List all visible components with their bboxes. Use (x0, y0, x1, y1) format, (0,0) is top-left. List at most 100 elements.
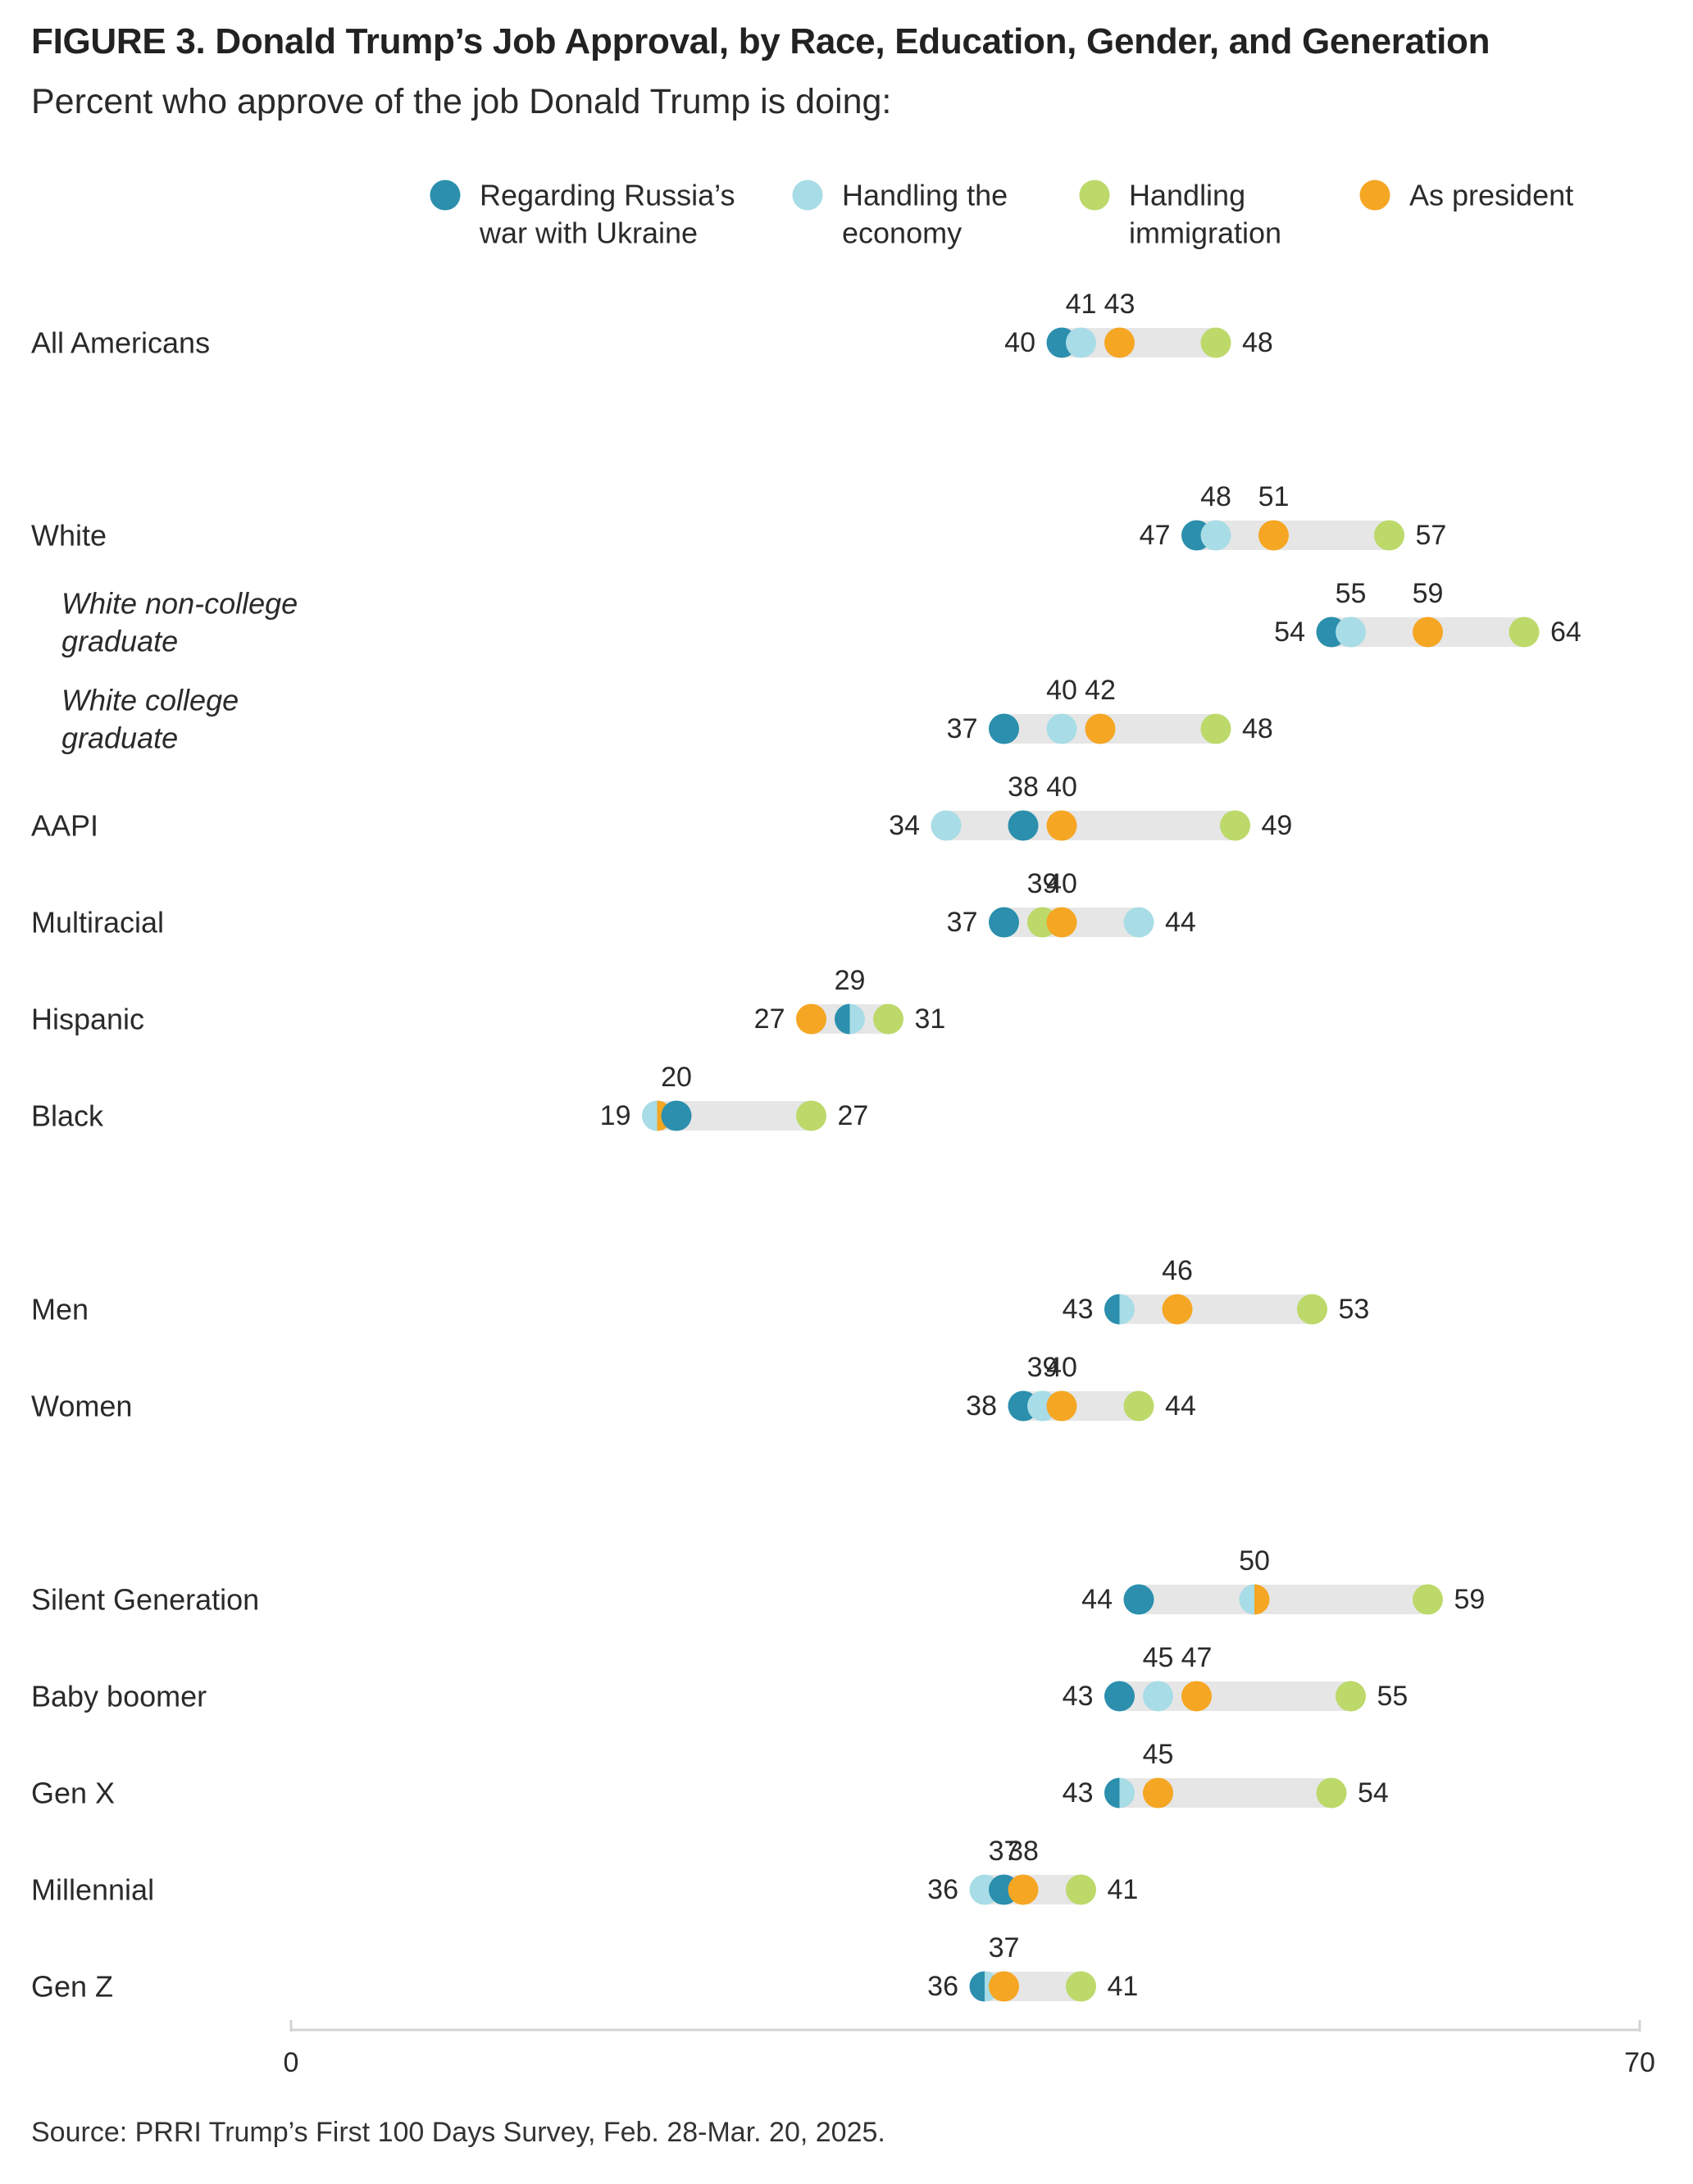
row-label: Gen Z (31, 1970, 113, 2004)
data-label: 36 (927, 1971, 958, 2002)
dot-russia (835, 1003, 850, 1035)
dot-russia (661, 1100, 692, 1131)
legend-label-immigration: Handling (1129, 179, 1245, 212)
data-label: 55 (1377, 1681, 1409, 1712)
data-label: 43 (1063, 1777, 1094, 1809)
tick-label: 0 (284, 2047, 299, 2078)
dot-russia (1123, 1584, 1154, 1615)
data-label: 31 (915, 1003, 946, 1035)
data-label: 54 (1358, 1777, 1389, 1809)
data-label: 39 (1027, 868, 1058, 899)
data-label: 44 (1081, 1584, 1113, 1615)
data-label: 53 (1339, 1294, 1370, 1325)
data-label: 40 (1046, 1352, 1077, 1383)
row-label: AAPI (31, 809, 98, 843)
source-note: Source: PRRI Trump’s First 100 Days Surv… (31, 2117, 885, 2148)
legend-label-russia: Regarding Russia’s (480, 179, 735, 212)
data-label: 54 (1274, 617, 1305, 648)
row-1: White 47 48 51 57 (31, 481, 1446, 553)
row-8: Men 43 46 53 (31, 1255, 1369, 1326)
dot-russia (1104, 1777, 1120, 1809)
chart-title: FIGURE 3. Donald Trump’s Job Approval, b… (31, 21, 1490, 61)
row-label: Hispanic (31, 1003, 144, 1036)
dot-president (796, 1003, 826, 1035)
data-label: 46 (1162, 1255, 1193, 1286)
dot-immigration (1374, 520, 1404, 551)
row-label: All Americans (31, 326, 210, 360)
dot-immigration (1336, 1681, 1366, 1712)
dot-economy (1123, 907, 1154, 938)
legend-label-economy: Handling the (842, 179, 1008, 212)
dot-economy (642, 1100, 658, 1131)
row-label: Baby boomer (31, 1680, 207, 1713)
data-label: 50 (1239, 1545, 1270, 1577)
chart-legend: Regarding Russia’s war with Ukraine Handli… (430, 179, 1573, 250)
data-label: 48 (1242, 713, 1273, 744)
data-label: 47 (1140, 520, 1171, 551)
data-label: 45 (1143, 1739, 1174, 1770)
dot-russia (1008, 810, 1039, 841)
dot-immigration (1297, 1294, 1327, 1325)
data-label: 38 (1008, 771, 1039, 803)
row-14: Gen Z 36 37 41 (31, 1932, 1138, 2004)
data-label: 41 (1108, 1874, 1139, 1905)
dot-president (1046, 810, 1077, 841)
row-label: Multiracial (31, 906, 164, 940)
data-label: 38 (1008, 1836, 1039, 1867)
row-label: Women (31, 1390, 132, 1423)
data-label: 59 (1454, 1584, 1486, 1615)
dot-immigration (873, 1003, 903, 1035)
data-label: 29 (835, 965, 866, 996)
data-label: 38 (966, 1390, 997, 1422)
dot-president (1008, 1874, 1039, 1905)
dot-economy (1066, 327, 1096, 358)
data-label: 27 (754, 1003, 785, 1035)
row-label: Men (31, 1293, 89, 1326)
data-label: 43 (1063, 1294, 1094, 1325)
dot-president (989, 1971, 1019, 2002)
dot-economy (1239, 1584, 1254, 1615)
data-label: 57 (1416, 520, 1447, 551)
data-label: 36 (927, 1874, 958, 1905)
legend-label-immigration: immigration (1129, 216, 1281, 250)
dot-president (1258, 520, 1289, 551)
dot-russia (989, 907, 1019, 938)
dot-russia (1104, 1294, 1120, 1325)
data-label: 49 (1262, 810, 1293, 841)
dot-russia (1104, 1681, 1135, 1712)
x-axis: 0 70 (284, 2020, 1655, 2078)
dot-economy (1119, 1294, 1135, 1325)
legend-swatch-immigration (1079, 180, 1110, 211)
dot-economy (931, 810, 962, 841)
row-12: Gen X 43 45 54 (31, 1739, 1389, 1810)
dot-economy (1119, 1777, 1135, 1809)
dot-immigration (1316, 1777, 1347, 1809)
data-label: 40 (1046, 771, 1077, 803)
row-label: White non-college (61, 587, 298, 621)
data-label: 41 (1108, 1971, 1139, 2002)
row-3: White college graduate 37 40 42 48 (61, 675, 1273, 755)
legend-label-president: As president (1409, 179, 1573, 212)
dot-immigration (1200, 327, 1231, 358)
data-label: 48 (1242, 327, 1273, 358)
data-label: 41 (1066, 289, 1097, 320)
dot-economy (849, 1003, 865, 1035)
dot-president (1181, 1681, 1212, 1712)
chart-subtitle: Percent who approve of the job Donald Tr… (31, 82, 892, 121)
data-label: 40 (1046, 675, 1077, 706)
data-label: 59 (1413, 578, 1444, 609)
dot-economy (1336, 617, 1366, 648)
dot-president (1085, 713, 1116, 744)
dot-immigration (1066, 1971, 1096, 2002)
data-label: 43 (1104, 289, 1135, 320)
dot-immigration (1220, 810, 1250, 841)
row-label: graduate (61, 625, 178, 658)
data-label: 19 (600, 1100, 631, 1131)
row-label: White college (61, 684, 239, 717)
row-2: White non-college graduate 54 55 59 64 (61, 578, 1581, 658)
legend-swatch-president (1359, 180, 1390, 211)
row-4: AAPI 34 38 40 49 (31, 771, 1292, 843)
